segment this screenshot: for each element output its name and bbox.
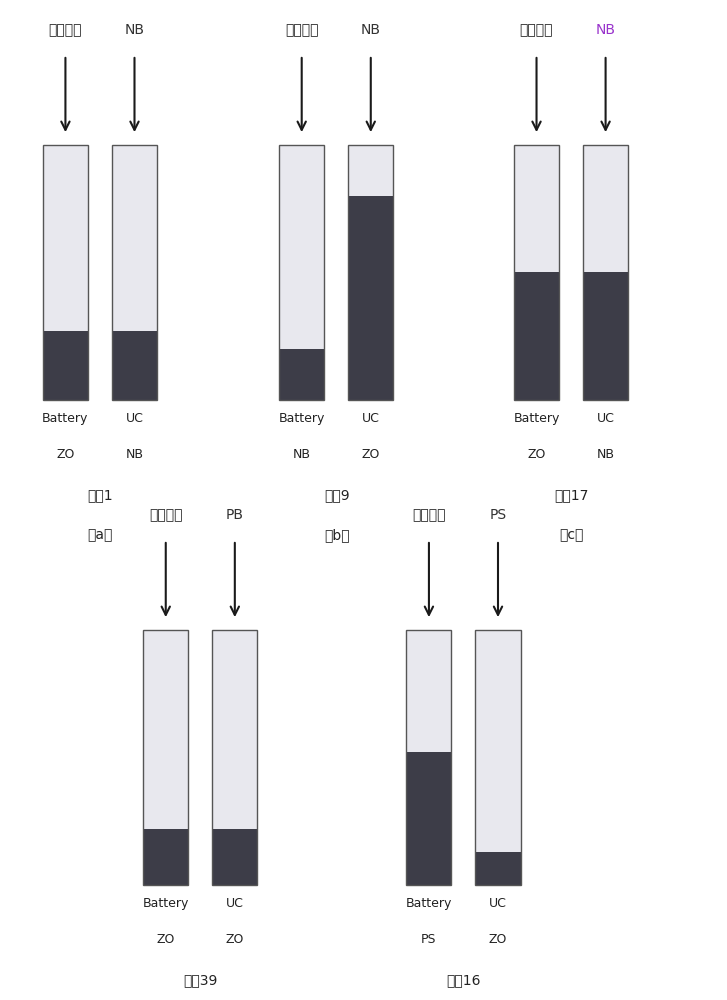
Text: Battery: Battery	[42, 412, 89, 425]
Bar	[406, 630, 451, 885]
Text: （a）: （a）	[88, 528, 113, 542]
Bar	[348, 145, 393, 196]
Text: ZO: ZO	[156, 933, 175, 946]
Bar	[475, 630, 521, 885]
Text: NB: NB	[597, 448, 614, 461]
Bar	[514, 145, 559, 272]
Bar	[212, 630, 257, 885]
Bar	[348, 145, 393, 400]
Text: PS: PS	[421, 933, 437, 946]
Bar	[112, 145, 157, 331]
Text: Battery: Battery	[513, 412, 560, 425]
Text: 功率需求: 功率需求	[149, 508, 182, 522]
Text: UC: UC	[126, 412, 143, 425]
Text: UC: UC	[362, 412, 379, 425]
Bar	[583, 272, 628, 400]
Text: 功率需求: 功率需求	[49, 23, 82, 37]
Bar	[43, 331, 88, 400]
Bar	[583, 145, 628, 272]
Bar	[279, 145, 324, 349]
Bar	[279, 145, 324, 400]
Text: PS: PS	[489, 508, 507, 522]
Text: （b）: （b）	[324, 528, 350, 542]
Text: 状态39: 状态39	[183, 973, 218, 987]
Bar	[143, 829, 188, 885]
Text: UC: UC	[489, 897, 507, 910]
Bar	[406, 630, 451, 752]
Text: Battery: Battery	[142, 897, 189, 910]
Bar	[43, 145, 88, 400]
Text: （c）: （c）	[559, 528, 584, 542]
Bar	[212, 829, 257, 885]
Bar	[348, 196, 393, 400]
Text: ZO: ZO	[489, 933, 507, 946]
Bar	[279, 349, 324, 400]
Bar	[112, 331, 157, 400]
Bar	[475, 630, 521, 852]
Text: 状态9: 状态9	[324, 488, 350, 502]
Bar	[514, 145, 559, 400]
Text: NB: NB	[293, 448, 310, 461]
Text: 功率需求: 功率需求	[520, 23, 553, 37]
Bar	[212, 630, 257, 829]
Text: ZO: ZO	[225, 933, 244, 946]
Text: 状态16: 状态16	[446, 973, 481, 987]
Bar	[475, 852, 521, 885]
Bar	[143, 630, 188, 885]
Bar	[112, 145, 157, 400]
Bar	[583, 145, 628, 400]
Text: 功率需求: 功率需求	[412, 508, 446, 522]
Text: NB: NB	[361, 23, 381, 37]
Text: UC: UC	[226, 897, 244, 910]
Text: Battery: Battery	[278, 412, 325, 425]
Text: 功率需求: 功率需求	[285, 23, 318, 37]
Text: 状态1: 状态1	[87, 488, 113, 502]
Bar	[143, 630, 188, 829]
Text: ZO: ZO	[527, 448, 546, 461]
Text: Battery: Battery	[406, 897, 452, 910]
Text: NB: NB	[124, 23, 145, 37]
Text: NB: NB	[595, 23, 616, 37]
Bar	[406, 752, 451, 885]
Bar	[43, 145, 88, 331]
Text: PB: PB	[226, 508, 244, 522]
Text: NB: NB	[126, 448, 143, 461]
Bar	[514, 272, 559, 400]
Text: ZO: ZO	[56, 448, 75, 461]
Text: ZO: ZO	[361, 448, 380, 461]
Text: UC: UC	[597, 412, 614, 425]
Text: 状态17: 状态17	[554, 488, 589, 502]
